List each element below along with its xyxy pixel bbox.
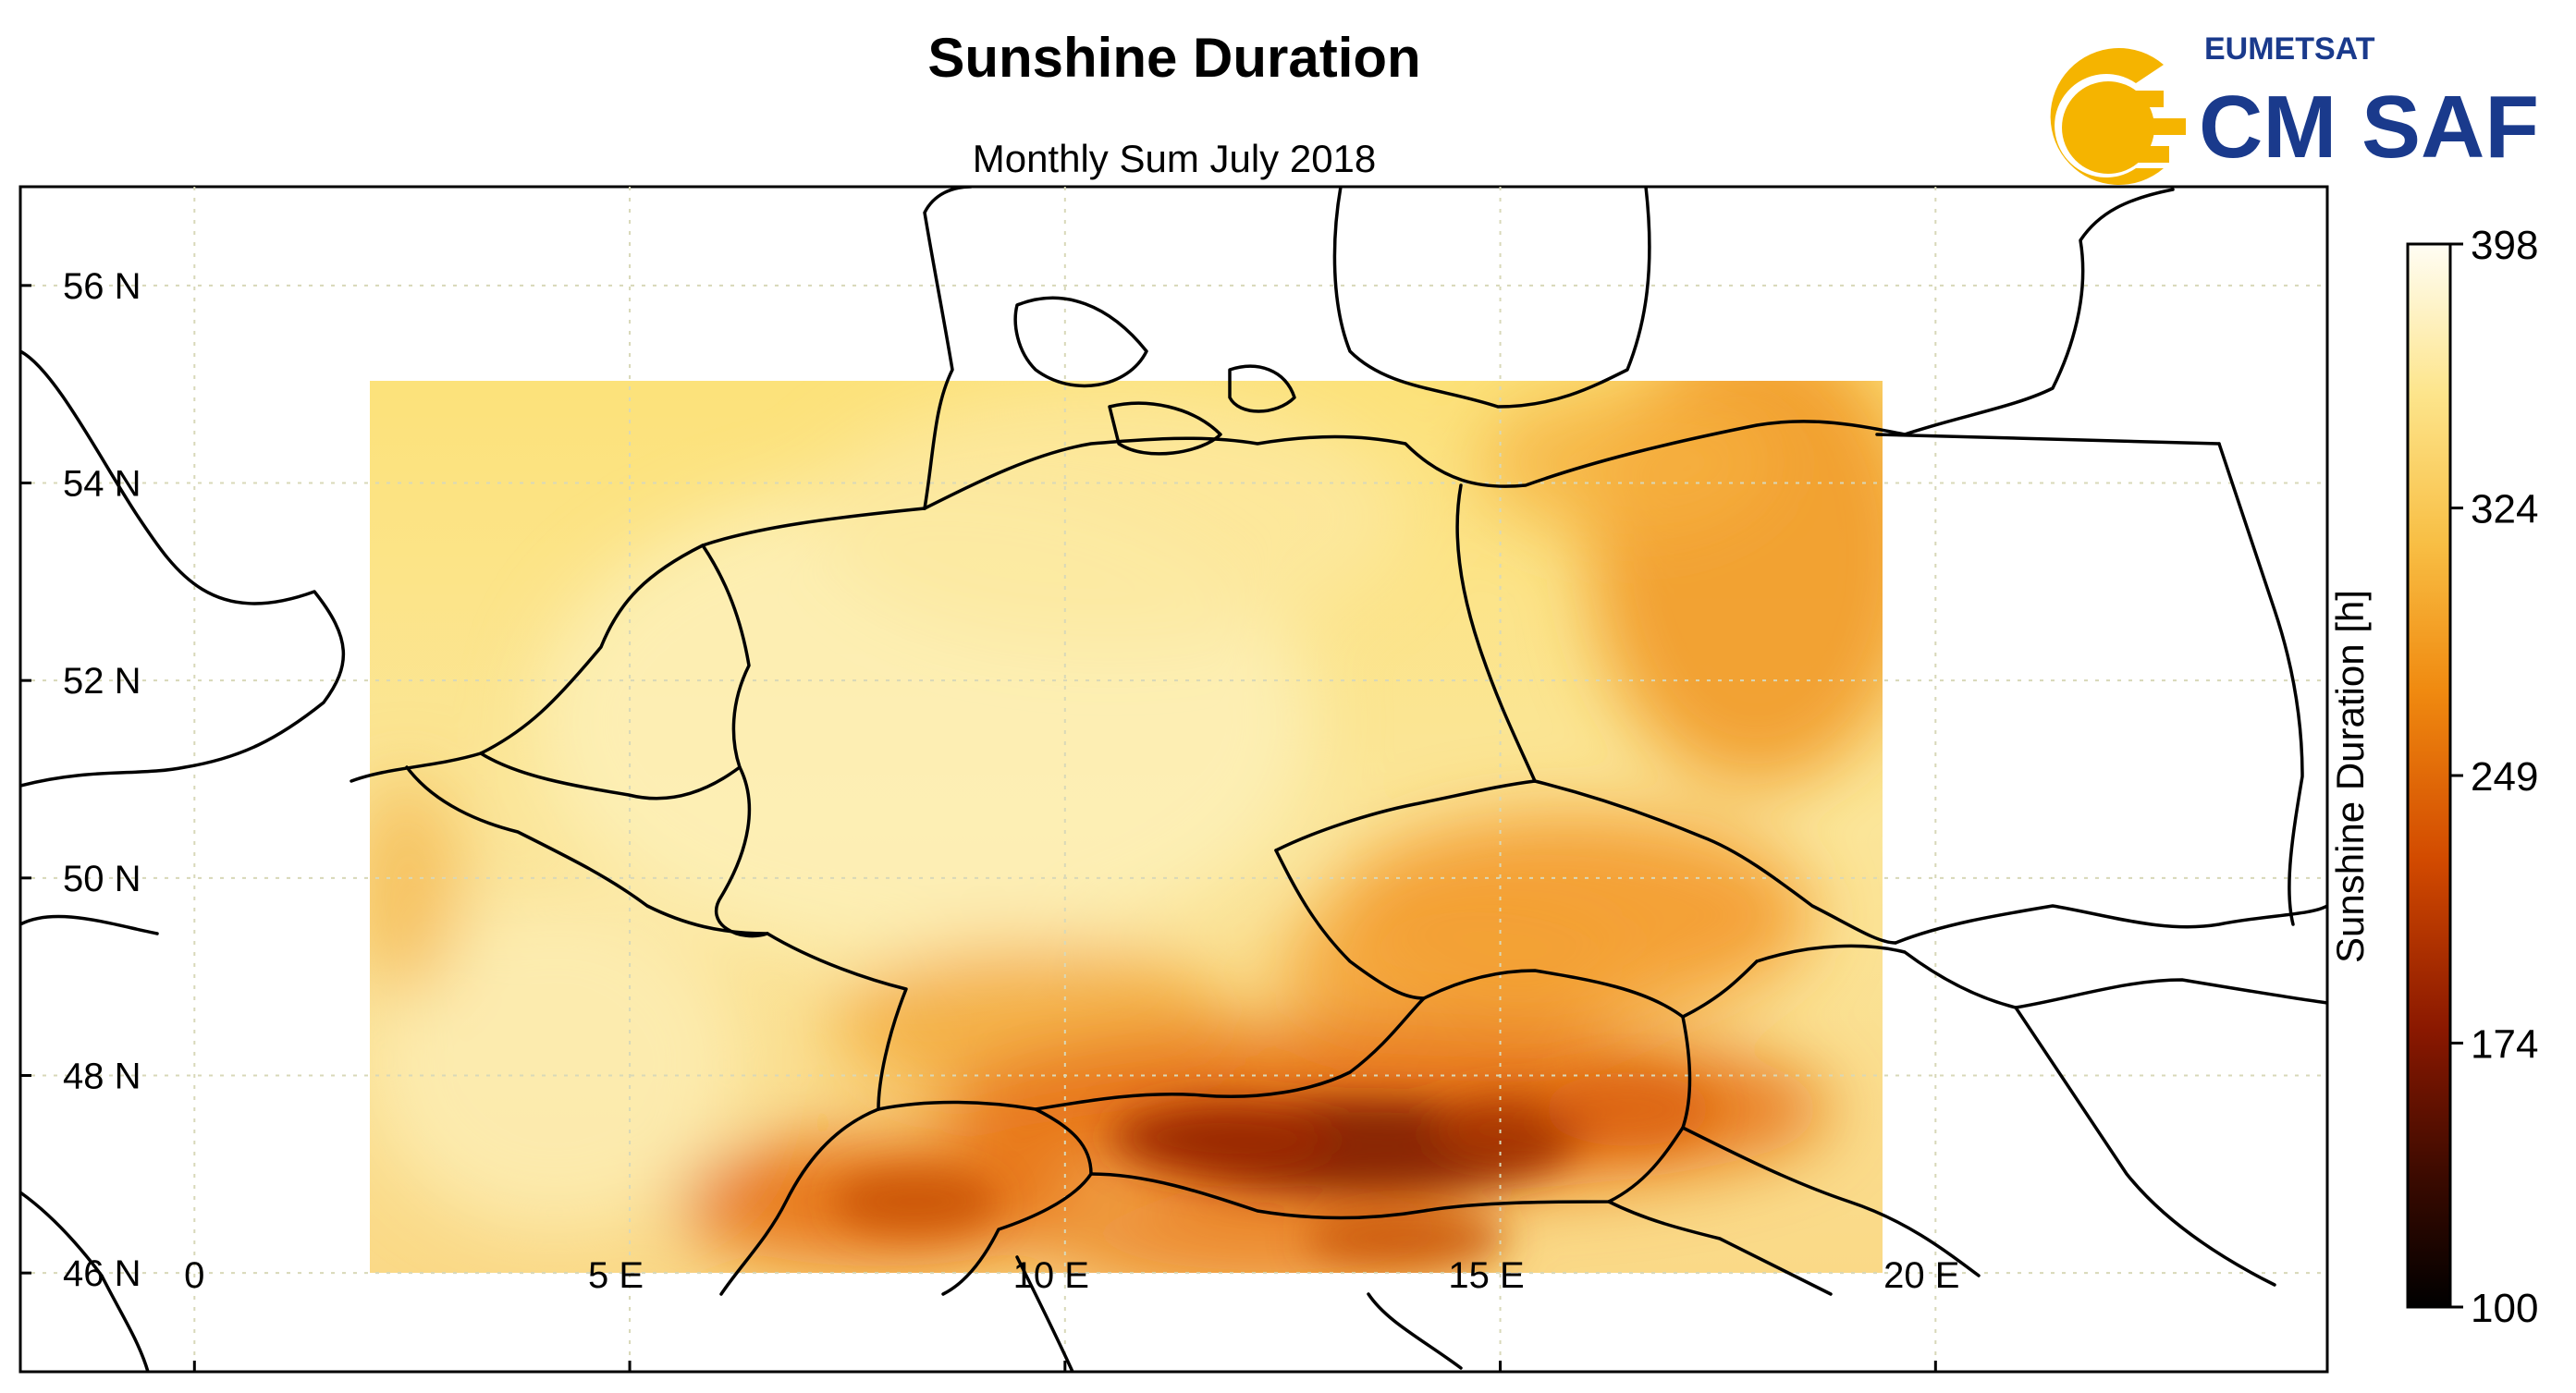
lat-tick-label: 50 N <box>63 859 141 899</box>
map-title: Sunshine Duration <box>927 27 1421 89</box>
logo-main-text: CM SAF <box>2199 78 2539 177</box>
lon-tick-label: 0 <box>184 1255 204 1296</box>
colorbar-tick-label: 100 <box>2471 1286 2538 1331</box>
colorbar-ticks: 398 324 249 174 100 <box>2450 223 2538 1331</box>
lon-tick-label: 10 E <box>1013 1255 1089 1296</box>
lat-tick-label: 48 N <box>63 1057 141 1097</box>
lat-tick-label: 56 N <box>63 266 141 307</box>
colorbar-label: Sunshine Duration [h] <box>2328 590 2372 963</box>
colorbar-tick-label: 249 <box>2471 754 2538 800</box>
lat-tick-label: 52 N <box>63 661 141 702</box>
cmsaf-sun-icon <box>2050 48 2186 186</box>
colorbar-tick-label: 398 <box>2471 223 2538 268</box>
sunshine-duration-field <box>370 381 1883 1273</box>
logo-top-text: EUMETSAT <box>2204 31 2375 67</box>
lon-tick-label: 15 E <box>1448 1255 1524 1296</box>
lon-tick-label: 20 E <box>1883 1255 1959 1296</box>
graticule <box>20 187 2327 1372</box>
latitude-ticks: 56 N54 N52 N50 N48 N46 N <box>20 266 141 1294</box>
colorbar-tick-label: 324 <box>2471 487 2538 532</box>
coastlines-and-borders <box>20 187 2327 1372</box>
cmsaf-logo: EUMETSAT CM SAF <box>2050 31 2539 186</box>
colorbar-tick-label: 174 <box>2471 1021 2538 1067</box>
colorbar <box>2406 242 2452 1309</box>
lat-tick-label: 54 N <box>63 464 141 505</box>
map-frame <box>18 185 2329 1374</box>
lon-tick-label: 5 E <box>588 1255 644 1296</box>
longitude-ticks: 0 5 E 10 E 15 E 20 E <box>184 1255 1959 1372</box>
map-subtitle: Monthly Sum July 2018 <box>972 137 1377 180</box>
